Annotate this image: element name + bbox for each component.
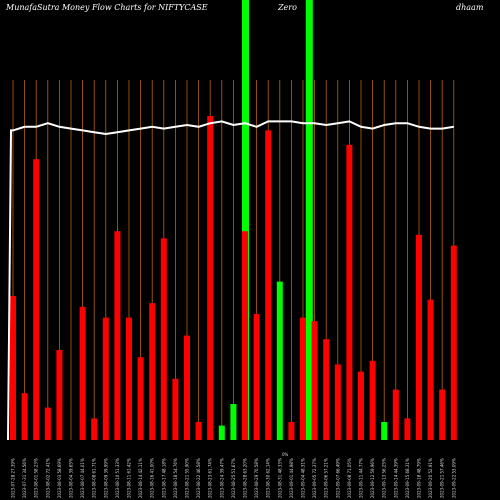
- bar: [79, 306, 86, 440]
- bar: [323, 339, 330, 440]
- x-tick-labels: 2023-07-28 27.39% 2023-07-31 34.56% 2023-0…: [11, 452, 457, 498]
- bar: [427, 299, 434, 440]
- x-tick-label: 2023-08-18 54.76%: [173, 458, 178, 498]
- bar: [369, 360, 376, 440]
- x-tick-label: 2023-09-06 57.21%: [324, 458, 329, 498]
- x-tick-label: 2023-09-05 72.37%: [312, 458, 317, 498]
- bar: [416, 234, 422, 440]
- x-tick-label: 2023-09-13 56.25%: [382, 458, 387, 498]
- bar: [276, 281, 283, 440]
- x-tick-label: 2023-08-16 41.00%: [150, 458, 155, 498]
- x-tick-label: 2023-08-22 46.58%: [196, 458, 201, 498]
- bar: [102, 317, 109, 440]
- x-tick-label: 2023-08-29 70.58%: [254, 458, 259, 498]
- x-tick-label: 2023-08-03 58.69%: [57, 458, 62, 498]
- x-tick-label: 2023-08-07 44.01%: [80, 458, 85, 498]
- x-tick-label: 2023-09-11 44.77%: [359, 458, 364, 498]
- highlight-band: [242, 0, 249, 440]
- bar: [311, 321, 318, 440]
- x-tick-label: 2023-07-31 34.56%: [22, 458, 27, 498]
- x-tick-label: 2023-08-10 51.33%: [115, 458, 120, 498]
- bar: [44, 407, 51, 440]
- price-line-group: [7, 120, 454, 441]
- x-tick-label: 2023-08-14 42.11%: [138, 458, 143, 498]
- bar: [56, 350, 63, 440]
- highlight-bands: [242, 0, 313, 440]
- bar: [114, 231, 121, 440]
- bar: [346, 144, 353, 441]
- price-line: [7, 120, 454, 441]
- chart-title: MunafaSutra Money Flow Charts for NIFTYC…: [6, 3, 208, 12]
- bars: [10, 116, 457, 441]
- bar: [126, 317, 132, 440]
- x-tick-label: 2023-09-07 66.49%: [335, 458, 340, 498]
- bar: [91, 418, 98, 440]
- title-right-part-2: dhaam: [456, 3, 484, 12]
- bar: [381, 422, 388, 440]
- x-tick-label: 2023-09-04 48.31%: [301, 458, 306, 498]
- x-tick-label: 2023-09-01 44.98%: [289, 458, 294, 498]
- x-tick-label: 2023-08-21 55.90%: [185, 458, 190, 498]
- bar: [230, 404, 237, 440]
- x-tick-label: 2023-09-22 53.09%: [451, 458, 456, 498]
- bar: [207, 116, 214, 440]
- bar: [10, 296, 16, 440]
- x-tick-label: 2023-08-23 61.74%: [208, 458, 213, 498]
- bar: [358, 371, 364, 440]
- x-tick-label: 2023-09-12 59.96%: [370, 458, 375, 498]
- x-tick-label: 2023-08-09 39.99%: [103, 458, 108, 498]
- x-tick-label: 2023-09-15 68.31%: [405, 458, 410, 498]
- x-tick-label: 2023-08-11 61.42%: [127, 458, 132, 498]
- bar: [218, 425, 225, 440]
- bar: [137, 357, 144, 440]
- bar: [392, 389, 399, 440]
- bar: [288, 422, 295, 440]
- bar: [439, 389, 446, 440]
- highlight-band: [305, 0, 313, 440]
- bar: [265, 130, 272, 440]
- bar: [149, 303, 156, 440]
- x-tick-label: 2023-09-21 57.46%: [440, 458, 445, 498]
- bar: [334, 364, 341, 440]
- note-label: 0%: [282, 452, 289, 457]
- x-tick-label: 2023-07-28 27.39%: [11, 458, 16, 498]
- x-tick-label: 2023-09-18 48.79%: [417, 458, 422, 498]
- bar: [21, 393, 28, 440]
- bar: [404, 418, 411, 440]
- x-tick-label: 2023-08-02 72.41%: [45, 458, 50, 498]
- x-tick-label: 2023-08-30 62.14%: [266, 458, 271, 498]
- bar: [33, 159, 40, 440]
- bar: [300, 317, 306, 440]
- x-tick-label: 2023-08-08 61.71%: [92, 458, 97, 498]
- bar: [450, 245, 457, 440]
- x-tick-label: 2023-08-31 48.33%: [277, 458, 282, 498]
- bar: [184, 335, 190, 440]
- bar: [195, 422, 202, 440]
- x-tick-label: 2023-08-28 63.20%: [243, 458, 248, 498]
- bar: [242, 231, 248, 440]
- x-tick-label: 2023-08-25 51.67%: [231, 458, 236, 498]
- grid-lines: [12, 80, 455, 440]
- x-tick-label: 2023-08-17 48.18%: [161, 458, 166, 498]
- x-tick-label: 2023-09-08 71.05%: [347, 458, 352, 498]
- x-tick-label: 2023-08-24 39.47%: [219, 458, 224, 498]
- title-right-part-1: Zero: [278, 3, 297, 12]
- x-tick-label: 2023-08-04 39.65%: [69, 458, 74, 498]
- x-tick-label: 2023-08-01 58.23%: [34, 458, 39, 498]
- bar: [160, 238, 167, 440]
- x-tick-label: 2023-09-20 52.91%: [428, 458, 433, 498]
- x-tick-label: 2023-09-14 44.39%: [393, 458, 398, 498]
- bar: [172, 378, 179, 440]
- bar: [253, 314, 260, 440]
